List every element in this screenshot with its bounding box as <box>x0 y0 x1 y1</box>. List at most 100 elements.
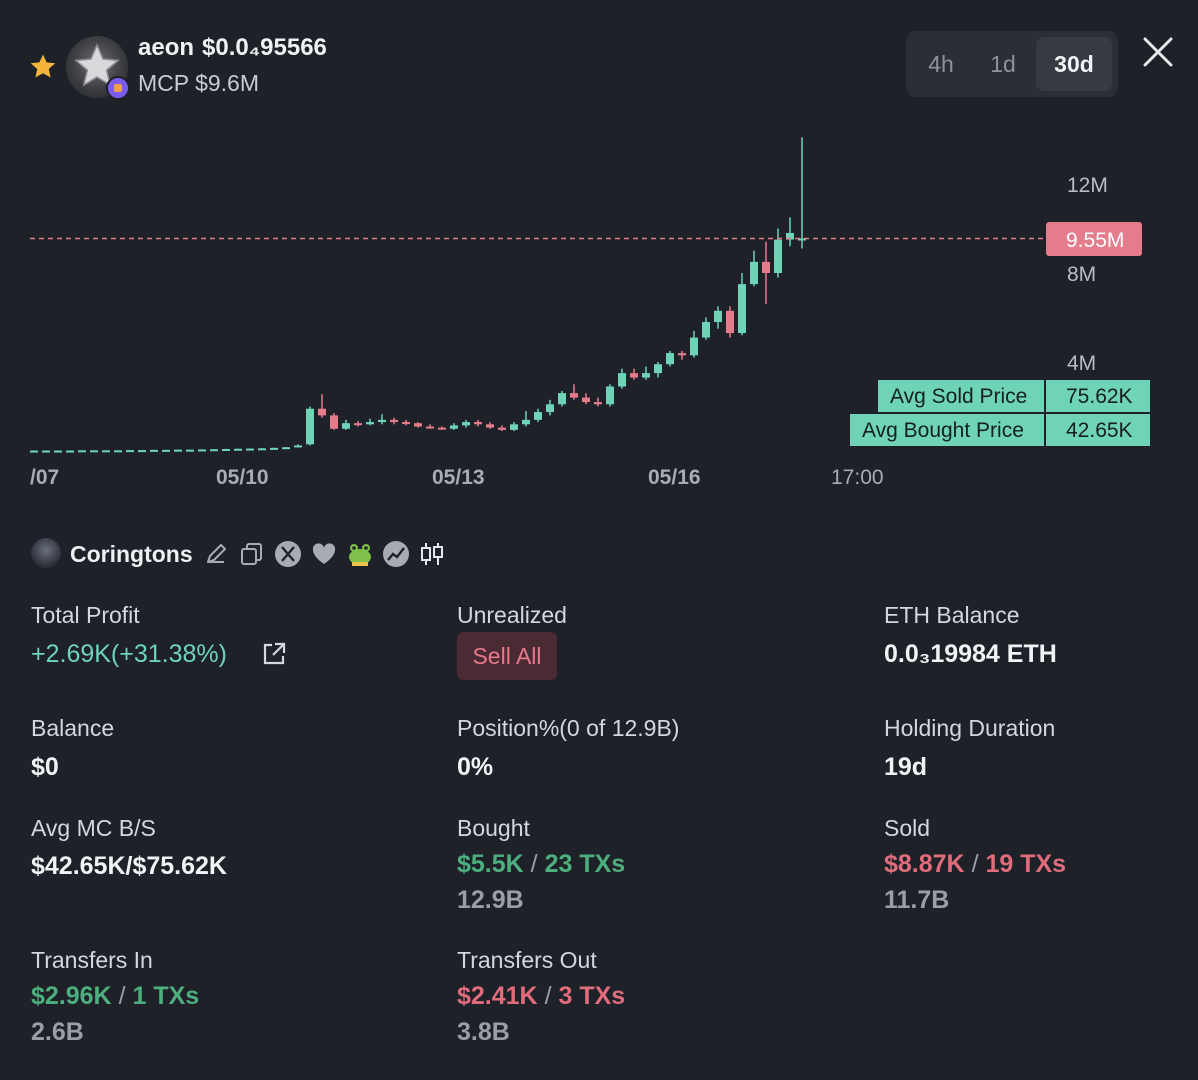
avg-mc-value: $42.65K/$75.62K <box>31 852 227 880</box>
candle-body <box>702 321 710 338</box>
x-tick-0516: 05/16 <box>648 466 701 489</box>
candle-body <box>426 426 434 429</box>
candle-body <box>90 450 98 453</box>
candle-body <box>462 422 470 426</box>
sell-all-button[interactable]: Sell All <box>457 632 557 680</box>
candle-body <box>102 450 110 453</box>
candle-body <box>126 450 134 453</box>
candle-body <box>162 449 170 452</box>
candle-body <box>738 284 746 334</box>
candle-body <box>546 404 554 413</box>
close-icon[interactable] <box>1140 34 1176 70</box>
transfers-out-label: Transfers Out <box>457 947 597 973</box>
candle-body <box>450 425 458 429</box>
favorite-star-icon[interactable] <box>28 52 58 82</box>
y-tick-8m: 8M <box>1067 263 1096 286</box>
candle-body <box>522 419 530 425</box>
candle-body <box>654 364 662 374</box>
candle-body <box>234 448 242 451</box>
avg-bought-tag <box>850 414 1044 446</box>
y-tick-4m: 4M <box>1067 352 1096 375</box>
candle-body <box>414 423 422 427</box>
star-emblem-icon <box>74 43 120 87</box>
current-price-tag <box>1046 222 1142 256</box>
candle-body <box>774 239 782 273</box>
wallet-name[interactable]: Coringtons <box>70 541 193 567</box>
heart-icon[interactable] <box>310 540 338 568</box>
candle-body <box>330 415 338 429</box>
transfers-in-amount: $2.96K <box>31 982 112 1010</box>
avg-sold-value: 75.62K <box>1066 385 1133 408</box>
tab-1d[interactable]: 1d <box>990 51 1016 77</box>
candle-body <box>714 310 722 322</box>
y-tick-12m: 12M <box>1067 174 1108 197</box>
candle-body <box>258 448 266 451</box>
external-link-icon[interactable] <box>260 640 288 668</box>
sold-quantity: 11.7B <box>884 886 950 914</box>
chain-badge-icon <box>106 76 130 100</box>
bought-label: Bought <box>457 815 530 841</box>
candle-body <box>786 232 794 240</box>
candle-body <box>534 412 542 420</box>
bought-separator: / <box>530 850 538 878</box>
transfers-in-quantity: 2.6B <box>31 1018 84 1046</box>
candle-body <box>594 402 602 405</box>
token-price: $0.0₄95566 <box>202 34 327 61</box>
transfers-out-separator: / <box>544 982 552 1010</box>
candle-body <box>606 386 614 405</box>
frog-icon[interactable] <box>346 540 374 568</box>
candle-body <box>438 427 446 430</box>
candle-body <box>762 261 770 273</box>
candle-body <box>402 422 410 425</box>
transfers-out-txs: 3 TXs <box>558 982 626 1010</box>
avg-bought-value: 42.65K <box>1066 419 1133 442</box>
candle-body <box>390 419 398 423</box>
transfers-out-value: $2.41K / 3 TXs <box>457 982 625 1011</box>
candle-body <box>366 422 374 425</box>
total-profit-label: Total Profit <box>31 602 140 628</box>
bought-value: $5.5K / 23 TXs <box>457 850 625 879</box>
candlestick-icon[interactable] <box>418 540 446 568</box>
position-label: Position%(0 of 12.9B) <box>457 715 680 741</box>
candle-body <box>570 393 578 398</box>
holding-duration-label: Holding Duration <box>884 715 1056 741</box>
candle-body <box>618 373 626 387</box>
x-tick-07: /07 <box>30 466 59 489</box>
x-tick-0510: 05/10 <box>216 466 269 489</box>
x-twitter-icon[interactable] <box>274 540 302 568</box>
candle-body <box>270 447 278 450</box>
position-value: 0% <box>457 753 494 781</box>
candle-body <box>318 408 326 416</box>
edit-pencil-icon[interactable] <box>202 540 230 568</box>
candle-body <box>498 427 506 430</box>
candle-body <box>306 408 314 445</box>
analytics-icon[interactable] <box>382 540 410 568</box>
sold-amount: $8.87K <box>884 850 965 878</box>
wallet-avatar <box>31 538 61 568</box>
candle-body <box>30 450 38 453</box>
candle-body <box>582 397 590 403</box>
candle-body <box>510 424 518 430</box>
sold-value: $8.87K / 19 TXs <box>884 850 1066 879</box>
candle-body <box>354 423 362 426</box>
balance-label: Balance <box>31 715 115 741</box>
unrealized-label: Unrealized <box>457 602 567 628</box>
sold-label: Sold <box>884 815 931 841</box>
candle-body <box>630 373 638 378</box>
transfers-out-amount: $2.41K <box>457 982 538 1010</box>
tab-30d[interactable]: 30d <box>1036 37 1112 91</box>
tab-4h[interactable]: 4h <box>928 51 954 77</box>
candle-body <box>66 450 74 453</box>
x-tick-0513: 05/13 <box>432 466 485 489</box>
avg-bought-label: Avg Bought Price <box>862 419 1024 442</box>
price-chart[interactable]: 12M 8M 4M 9.55M Avg Sold Price 75.62K Av… <box>0 120 1198 500</box>
x-tick-1700: 17:00 <box>831 466 884 489</box>
candle-body <box>690 337 698 356</box>
transfers-in-label: Transfers In <box>31 947 153 973</box>
candle-body <box>138 450 146 453</box>
candle-body <box>186 449 194 452</box>
avg-bought-value-tag <box>1046 414 1150 446</box>
copy-icon[interactable] <box>238 540 266 568</box>
eth-balance-label: ETH Balance <box>884 602 1020 628</box>
sold-txs: 19 TXs <box>985 850 1067 878</box>
